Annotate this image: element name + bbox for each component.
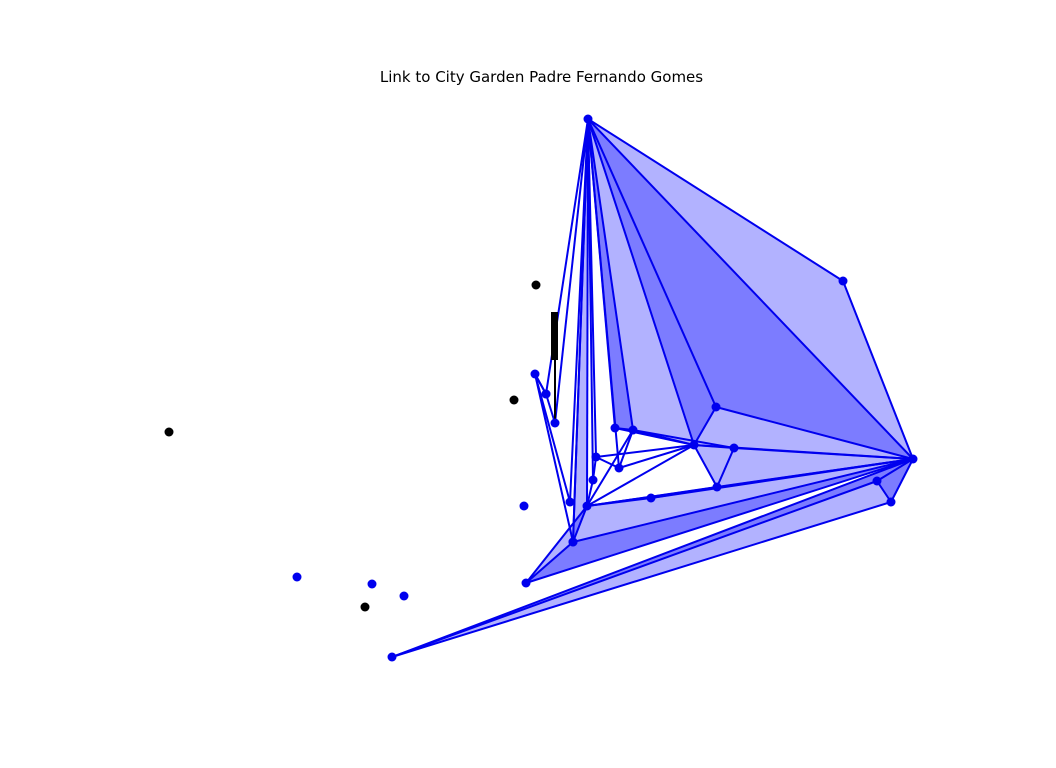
node-n_ne — [838, 276, 848, 286]
edge-n_e-n_se2 — [890, 458, 914, 503]
edge-n_top-n_w5 — [572, 118, 589, 543]
node-n_w2 — [550, 418, 560, 428]
node-n_b4 — [360, 602, 370, 612]
edge-n_c3-n_c8 — [586, 444, 695, 507]
edges-layer — [391, 118, 914, 658]
node-n_c9 — [729, 443, 739, 453]
node-n_sw — [387, 652, 397, 662]
edge-n_top-n_c8 — [586, 118, 589, 507]
node-n_top — [583, 114, 593, 124]
edge-n_c12-n_w4 — [534, 373, 574, 543]
node-n_c5 — [591, 452, 601, 462]
marker-layer — [551, 312, 558, 423]
edge-n_c4-n_c8 — [586, 429, 634, 507]
node-n_w1 — [541, 389, 551, 399]
edge-n_c3-n_c5 — [595, 444, 695, 458]
node-n_b2 — [509, 395, 519, 405]
edge-n_c1-n_e — [715, 406, 914, 460]
edge-n_top-n_e — [587, 118, 914, 460]
edge-n_top-n_w2 — [554, 118, 589, 424]
edge-n_c1-n_c3 — [693, 406, 717, 446]
node-n_c12 — [530, 369, 540, 379]
node-n_w3 — [565, 497, 575, 507]
edge-n_w6-n_e — [525, 458, 914, 584]
face-3 — [588, 119, 716, 445]
edge-n_e-n_se1 — [876, 458, 914, 482]
nodes-layer — [164, 114, 918, 662]
node-n_c10 — [712, 482, 722, 492]
edge-n_c4-n_c9 — [632, 429, 735, 449]
edge-n_c3-n_c10 — [693, 444, 718, 488]
edge-n_sw-n_e — [391, 458, 914, 658]
node-n_e — [908, 454, 918, 464]
node-n_c6 — [614, 463, 624, 473]
edge-n_c11-n_c10 — [650, 486, 718, 499]
edge-n_c9-n_e — [733, 447, 914, 460]
edge-n_w5-n_e — [572, 458, 914, 543]
node-n_c7 — [588, 475, 598, 485]
edge-n_top-n_c3 — [587, 118, 695, 446]
edge-n_top-n_c6 — [587, 118, 620, 469]
node-n_iso2 — [292, 572, 302, 582]
node-n_c1 — [711, 402, 721, 412]
edge-n_c8-n_w5 — [572, 505, 588, 543]
edge-n_c6-n_c4 — [618, 429, 634, 469]
node-n_c2 — [610, 423, 620, 433]
node-n_c8 — [582, 501, 592, 511]
node-n_iso4 — [399, 591, 409, 601]
edge-n_w6-n_c8 — [525, 505, 588, 584]
edge-n_c8-n_c11 — [586, 497, 652, 507]
node-n_c3 — [689, 440, 699, 450]
node-n_c4 — [628, 425, 638, 435]
edge-n_sw-n_se1 — [391, 480, 878, 658]
edge-n_c13-n_w2 — [545, 393, 556, 424]
node-n_iso3 — [367, 579, 377, 589]
node-n_se1 — [872, 476, 882, 486]
edge-n_c9-n_c10 — [716, 447, 735, 488]
edge-n_c3-n_c6 — [618, 444, 695, 469]
node-n_se2 — [886, 497, 896, 507]
face-14 — [877, 459, 913, 502]
edge-n_sw-n_se2 — [391, 501, 892, 658]
node-n_w5 — [568, 537, 578, 547]
edge-n_w5-n_w6 — [525, 541, 574, 584]
edge-n_ne-n_e — [842, 280, 914, 460]
edge-n_top-n_c4 — [587, 118, 634, 431]
edge-n_top-n_c1 — [587, 118, 717, 408]
node-n_b1 — [531, 280, 541, 290]
node-n_w6 — [521, 578, 531, 588]
node-n_b3 — [164, 427, 174, 437]
diagram-title: Link to City Garden Padre Fernando Gomes — [379, 68, 704, 86]
node-n_iso1 — [519, 501, 529, 511]
node-n_c11 — [646, 493, 656, 503]
edge-n_top-n_ne — [587, 118, 844, 282]
